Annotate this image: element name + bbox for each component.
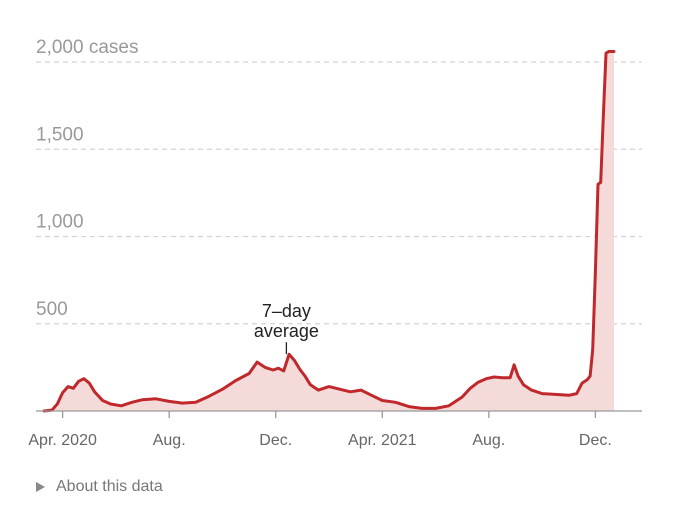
series-area-fill bbox=[44, 51, 614, 411]
x-tick-label: Aug. bbox=[153, 432, 186, 449]
area-layer bbox=[42, 50, 616, 413]
y-tick-label: 1,000 bbox=[36, 212, 84, 233]
series-line-7-day-average bbox=[42, 50, 616, 413]
annotation-text: 7–day bbox=[262, 301, 311, 321]
x-tick-label: Apr. 2020 bbox=[28, 432, 97, 449]
x-tick-label: Aug. bbox=[472, 432, 505, 449]
gridlines: 500 1,000 1,500 2,000 cases bbox=[36, 37, 642, 325]
x-axis: Apr. 2020 Aug. Dec. Apr. 2021 Aug. Dec. bbox=[28, 410, 642, 449]
y-tick-label: 2,000 cases bbox=[36, 37, 138, 58]
annotation-text: average bbox=[254, 321, 319, 341]
x-tick-label: Dec. bbox=[259, 432, 292, 449]
about-data-label: About this data bbox=[56, 478, 163, 495]
about-data-toggle[interactable]: About this data bbox=[36, 478, 163, 496]
x-tick-label: Apr. 2021 bbox=[348, 432, 417, 449]
y-tick-label: 500 bbox=[36, 299, 68, 320]
x-tick-label: Dec. bbox=[579, 432, 612, 449]
y-tick-label: 1,500 bbox=[36, 124, 84, 145]
disclosure-triangle-icon bbox=[36, 482, 45, 492]
